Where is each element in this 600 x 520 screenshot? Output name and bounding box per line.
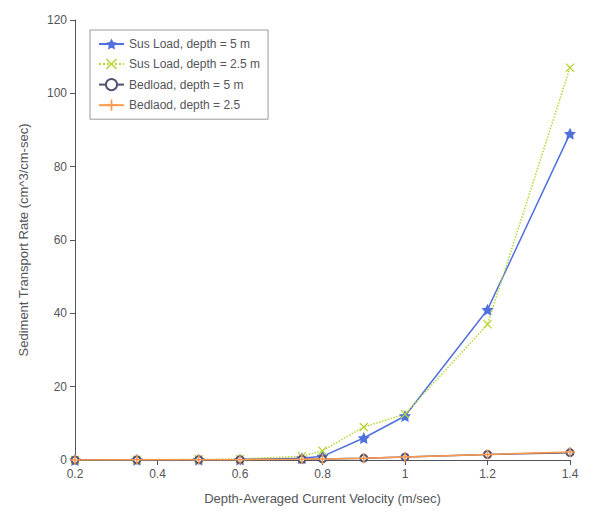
svg-text:Sus Load, depth = 2.5 m: Sus Load, depth = 2.5 m	[129, 57, 260, 71]
svg-text:100: 100	[47, 86, 67, 100]
svg-text:60: 60	[54, 233, 68, 247]
svg-text:20: 20	[54, 380, 68, 394]
svg-text:1.2: 1.2	[479, 467, 496, 481]
svg-text:0: 0	[60, 453, 67, 467]
svg-text:0.2: 0.2	[67, 467, 84, 481]
svg-text:40: 40	[54, 306, 68, 320]
svg-text:120: 120	[47, 13, 67, 27]
svg-text:Depth-Averaged Current Velocit: Depth-Averaged Current Velocity (m/sec)	[204, 491, 441, 506]
svg-text:Bedlaod, depth = 2.5: Bedlaod, depth = 2.5	[129, 98, 240, 112]
svg-text:Sediment Transport Rate (cm^3/: Sediment Transport Rate (cm^3/cm-sec)	[16, 124, 31, 357]
svg-text:1: 1	[402, 467, 409, 481]
svg-text:1.4: 1.4	[562, 467, 579, 481]
svg-text:0.6: 0.6	[232, 467, 249, 481]
svg-text:Sus Load, depth = 5 m: Sus Load, depth = 5 m	[129, 37, 250, 51]
svg-text:80: 80	[54, 160, 68, 174]
svg-text:0.4: 0.4	[149, 467, 166, 481]
svg-text:0.8: 0.8	[314, 467, 331, 481]
svg-text:Bedload, depth = 5 m: Bedload, depth = 5 m	[129, 78, 243, 92]
